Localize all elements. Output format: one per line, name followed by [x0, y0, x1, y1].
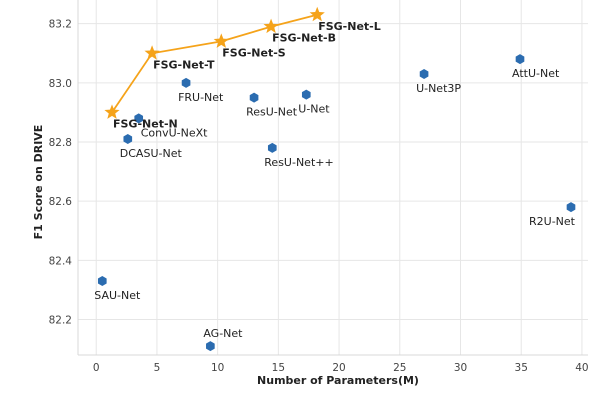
fsg-net-star: [213, 33, 229, 48]
point-label: FSG-Net-S: [222, 46, 286, 59]
point-label: FSG-Net-L: [318, 20, 381, 33]
grid-lines: [77, 0, 588, 356]
x-tick-label: 10: [211, 362, 224, 374]
fsg-net-star: [144, 45, 160, 60]
x-tick-label: 35: [515, 362, 528, 374]
point-label: SAU-Net: [94, 289, 141, 302]
point-label: FSG-Net-N: [113, 117, 178, 130]
baseline-point: [123, 134, 133, 145]
point-label: AG-Net: [203, 327, 243, 340]
y-tick-label: 82.6: [49, 196, 73, 208]
point-label: U-Net: [298, 103, 330, 116]
x-tick-label: 40: [575, 362, 588, 374]
point-label: AttU-Net: [512, 67, 560, 80]
x-tick-label: 0: [93, 362, 100, 374]
x-tick-label: 30: [454, 362, 467, 374]
x-tick-label: 15: [272, 362, 285, 374]
y-tick-label: 83.0: [49, 78, 72, 90]
baseline-point: [249, 92, 259, 103]
point-label: ResU-Net: [246, 106, 298, 119]
baseline-point: [181, 77, 191, 88]
fsg-net-star: [263, 18, 279, 34]
x-tick-label: 25: [393, 362, 406, 374]
point-label: DCASU-Net: [120, 147, 183, 160]
x-tick-label: 20: [332, 362, 345, 374]
y-tick-label: 82.8: [49, 137, 72, 149]
point-label: FSG-Net-T: [153, 58, 215, 71]
point-label: ResU-Net++: [264, 156, 333, 169]
point-label: FRU-Net: [178, 91, 224, 104]
x-axis-ticks: 0 5 10 15 20 25 30 35 40: [93, 362, 589, 374]
point-label: R2U-Net: [529, 215, 576, 228]
baseline-point: [97, 276, 107, 287]
y-axis-ticks: 82.2 82.4 82.6 82.8 83.0 83.2: [49, 19, 73, 327]
baseline-point: [301, 89, 311, 100]
baseline-series: [97, 54, 576, 352]
baseline-point: [515, 54, 525, 65]
point-labels: SAU-Net DCASU-Net ConvU-NeXt FRU-Net ResU-Ne…: [94, 20, 575, 340]
baseline-point: [267, 142, 277, 153]
y-tick-label: 83.2: [49, 19, 72, 31]
y-axis-title: F1 Score on DRIVE: [32, 125, 45, 240]
y-tick-label: 82.4: [49, 255, 73, 267]
x-tick-label: 5: [154, 362, 161, 374]
baseline-point: [419, 68, 429, 79]
point-label: ConvU-NeXt: [141, 126, 208, 139]
x-axis-title: Number of Parameters(M): [257, 374, 419, 387]
baseline-point: [566, 202, 576, 213]
fsg-net-star: [309, 6, 325, 22]
fsg-net-series: [104, 6, 325, 119]
point-label: FSG-Net-B: [272, 32, 336, 45]
point-label: U-Net3P: [416, 82, 461, 95]
baseline-point: [134, 113, 144, 124]
baseline-point: [206, 341, 215, 352]
y-tick-label: 82.2: [49, 315, 72, 327]
fsg-net-star: [104, 104, 120, 119]
